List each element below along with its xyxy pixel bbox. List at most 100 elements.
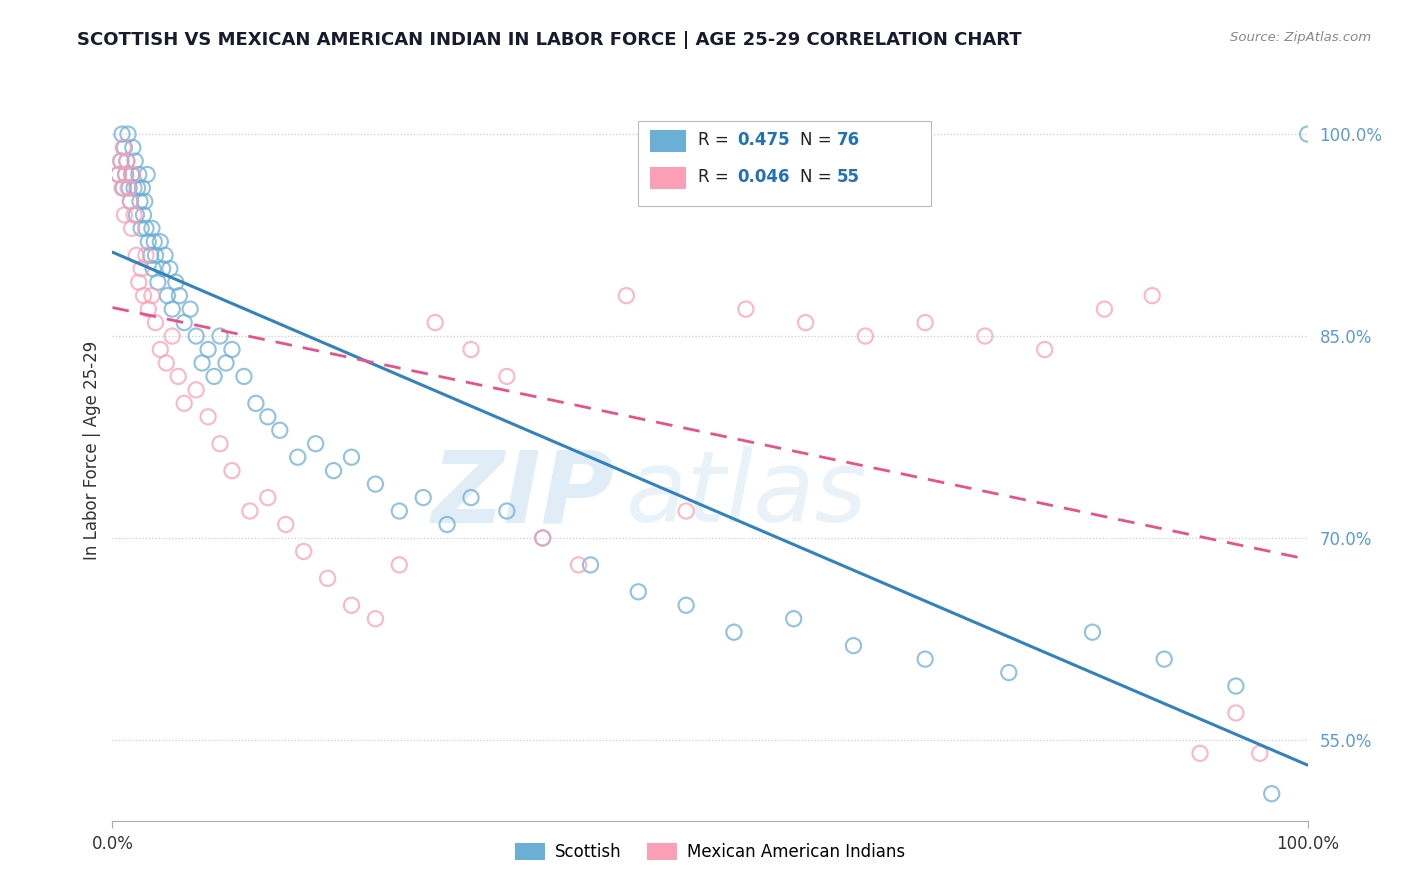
Point <box>121 168 143 182</box>
Point <box>914 316 936 330</box>
Y-axis label: In Labor Force | Age 25-29: In Labor Force | Age 25-29 <box>83 341 101 560</box>
Point <box>110 154 132 169</box>
Point <box>305 436 328 450</box>
Point <box>233 369 256 384</box>
Point <box>998 665 1021 680</box>
Point <box>136 168 159 182</box>
Point <box>142 261 165 276</box>
Point <box>173 316 195 330</box>
Point <box>121 168 143 182</box>
FancyBboxPatch shape <box>638 121 931 206</box>
Point <box>388 558 411 572</box>
Point <box>112 140 135 154</box>
Point <box>221 464 243 478</box>
FancyBboxPatch shape <box>651 130 686 153</box>
Text: Source: ZipAtlas.com: Source: ZipAtlas.com <box>1230 31 1371 45</box>
Point <box>152 261 174 276</box>
Point <box>129 261 152 276</box>
Point <box>914 652 936 666</box>
Point <box>128 168 150 182</box>
Text: R =: R = <box>699 130 734 148</box>
Point <box>114 140 135 154</box>
Point <box>141 288 163 302</box>
Point <box>162 302 183 317</box>
Point <box>110 154 132 169</box>
Point <box>114 168 136 182</box>
Point <box>112 181 135 195</box>
Point <box>138 302 160 317</box>
Point <box>531 531 554 545</box>
Point <box>531 531 554 545</box>
Point <box>120 194 142 209</box>
Point <box>145 316 167 330</box>
Text: N =: N = <box>800 168 837 186</box>
Point <box>1081 625 1104 640</box>
Point <box>125 248 148 262</box>
Point <box>209 329 232 343</box>
Point <box>169 288 191 302</box>
Point <box>1296 127 1319 141</box>
Point <box>568 558 591 572</box>
Point <box>120 194 142 209</box>
Point <box>121 140 143 154</box>
Point <box>111 127 134 141</box>
Point <box>322 464 344 478</box>
Text: N =: N = <box>800 130 837 148</box>
Point <box>316 571 339 585</box>
Text: SCOTTISH VS MEXICAN AMERICAN INDIAN IN LABOR FORCE | AGE 25-29 CORRELATION CHART: SCOTTISH VS MEXICAN AMERICAN INDIAN IN L… <box>77 31 1022 49</box>
Point <box>209 436 232 450</box>
Point <box>782 612 804 626</box>
Point <box>287 450 309 465</box>
Point <box>127 181 149 195</box>
Point <box>1249 747 1271 761</box>
Point <box>153 248 176 262</box>
Point <box>115 154 138 169</box>
Legend: Scottish, Mexican American Indians: Scottish, Mexican American Indians <box>509 837 911 868</box>
Point <box>122 181 145 195</box>
Point <box>436 517 458 532</box>
Point <box>425 316 447 330</box>
Point <box>274 517 297 532</box>
Point <box>131 181 153 195</box>
Point <box>145 248 167 262</box>
Point <box>149 343 172 357</box>
Point <box>114 168 136 182</box>
Point <box>1225 679 1247 693</box>
Point <box>122 208 145 222</box>
Point <box>269 423 291 437</box>
Point <box>135 221 157 235</box>
Point <box>143 235 166 249</box>
Point <box>111 181 134 195</box>
Text: R =: R = <box>699 168 734 186</box>
Point <box>107 168 129 182</box>
Point <box>245 396 267 410</box>
Point <box>1142 288 1164 302</box>
Point <box>1189 747 1212 761</box>
Text: 0.475: 0.475 <box>738 130 790 148</box>
Point <box>627 584 650 599</box>
Point <box>202 369 225 384</box>
Point <box>1261 787 1284 801</box>
Point <box>118 181 141 195</box>
Point <box>842 639 865 653</box>
Point <box>132 288 155 302</box>
Point <box>496 369 519 384</box>
Point <box>129 221 152 235</box>
Point <box>134 194 156 209</box>
Point <box>197 343 219 357</box>
Point <box>388 504 411 518</box>
Point <box>135 248 157 262</box>
Point <box>167 369 190 384</box>
Point <box>460 343 482 357</box>
Point <box>128 275 150 289</box>
Point <box>197 409 219 424</box>
Point <box>794 316 817 330</box>
Point <box>186 383 208 397</box>
Point <box>723 625 745 640</box>
Point <box>496 504 519 518</box>
Point <box>412 491 434 505</box>
Point <box>114 208 135 222</box>
Point <box>156 288 179 302</box>
Point <box>124 154 146 169</box>
Point <box>117 181 139 195</box>
